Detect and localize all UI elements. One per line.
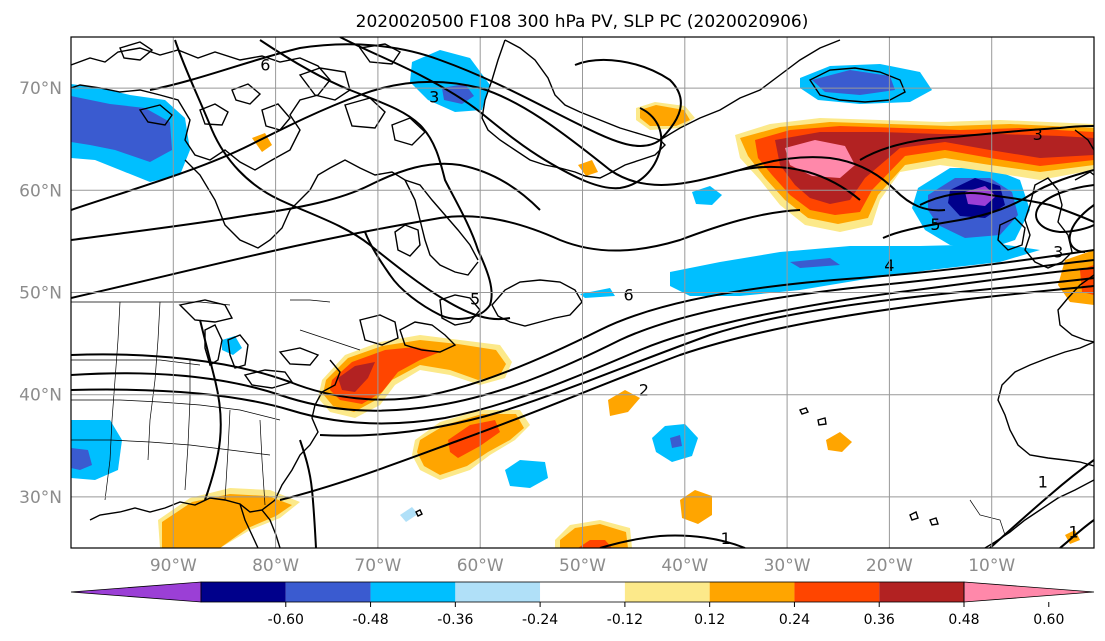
colorbar-extend-high [963, 581, 1095, 603]
latitude-tick-label: 60°N [19, 181, 62, 201]
slp-contour-label: 3 [429, 87, 439, 106]
slp-contour-label: 2 [639, 381, 649, 400]
coastlines [71, 39, 1094, 548]
colorbar-segment [709, 582, 795, 602]
colorbar: -0.60 -0.48 -0.36 -0.24 -0.12 0.12 0.24 0.36 0.4… [70, 581, 1095, 628]
latitude-tick-label: 40°N [19, 386, 62, 406]
slp-contour-label: 1 [1038, 473, 1048, 492]
longitude-tick-label: 90°W [150, 556, 197, 576]
longitude-tick-label: 40°W [661, 556, 708, 576]
colorbar-segment [624, 582, 710, 602]
colorbar-tick-label: -0.12 [607, 612, 643, 628]
pv-positive-small [158, 102, 1080, 548]
pv-negative-band [580, 244, 1040, 298]
longitude-tick-label: 80°W [252, 556, 299, 576]
slp-contour-label: 6 [623, 286, 633, 305]
longitude-tick-label: 20°W [866, 556, 913, 576]
pv-negative-greenland [410, 50, 490, 112]
slp-contour-label: 3 [1053, 243, 1063, 262]
pv-negative-ireland [912, 168, 1030, 250]
longitude-tick-label: 50°W [559, 556, 606, 576]
colorbar-segment [794, 582, 880, 602]
pv-anomaly-shading [71, 50, 1094, 548]
political-borders [71, 299, 1006, 536]
colorbar-tick-label: 0.48 [948, 612, 979, 628]
colorbar-tick-label: -0.24 [522, 612, 558, 628]
pv-positive-mid-atlantic [412, 410, 530, 480]
longitude-tick-label: 30°W [764, 556, 811, 576]
slp-contour-label: 1 [721, 529, 731, 548]
colorbar-segment [879, 582, 964, 602]
latitude-tick-label: 50°N [19, 284, 62, 304]
map-frame [70, 36, 1095, 549]
colorbar-segment [201, 582, 286, 602]
colorbar-segment [540, 582, 625, 602]
longitude-tick-labels: 90°W 80°W 70°W 60°W 50°W 40°W 30°W 20°W 10°W [150, 556, 1016, 576]
graticule [71, 37, 1094, 548]
colorbar-tick-label: -0.60 [268, 612, 304, 628]
slp-contour-label: 5 [930, 215, 940, 234]
colorbar-tick-label: 0.24 [779, 612, 810, 628]
latitude-tick-label: 70°N [19, 79, 62, 99]
colorbar-tick-label: 0.36 [864, 612, 895, 628]
colorbar-segment [455, 582, 541, 602]
figure-title: 2020020500 F108 300 hPa PV, SLP PC (2020… [356, 12, 809, 32]
longitude-tick-label: 60°W [457, 556, 504, 576]
colorbar-tick-label: 0.12 [694, 612, 725, 628]
colorbar-outline [200, 581, 965, 603]
slp-contour-label: 3 [1033, 125, 1043, 144]
pv-positive-ne-us [318, 335, 512, 418]
colorbar-segment [285, 582, 371, 602]
pv-negative-hudson [71, 84, 190, 182]
slp-contour-label: 6 [260, 56, 270, 75]
colorbar-tick-label: -0.36 [437, 612, 473, 628]
pv-negative-iceland [800, 64, 932, 104]
colorbar-tick-label: -0.48 [352, 612, 388, 628]
pv-positive-north-atlantic [735, 118, 1094, 232]
longitude-tick-label: 10°W [968, 556, 1015, 576]
latitude-tick-labels: 70°N 60°N 50°N 40°N 30°N [19, 79, 62, 508]
colorbar-segment [370, 582, 456, 602]
slp-contour-label: 1 [1068, 523, 1078, 542]
colorbar-extend-low [70, 581, 202, 603]
colorbar-tick-label: 0.60 [1033, 612, 1064, 628]
latitude-tick-label: 30°N [19, 488, 62, 508]
longitude-tick-label: 70°W [354, 556, 401, 576]
slp-contour-label: 5 [470, 290, 480, 309]
